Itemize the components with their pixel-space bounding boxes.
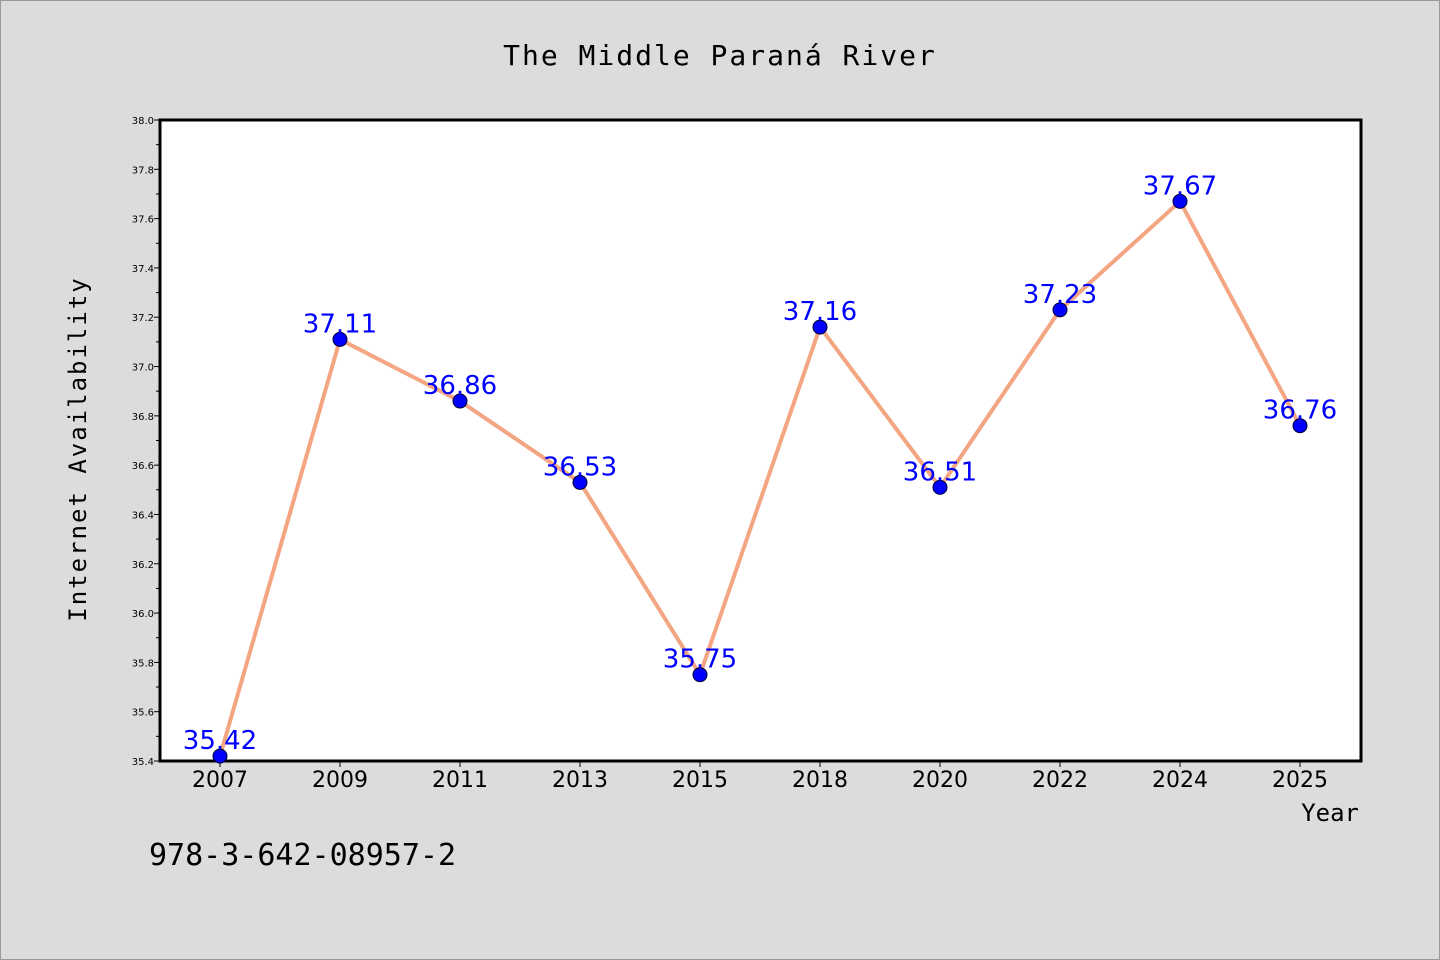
data-label: 35.42	[183, 726, 257, 756]
x-axis-label: Year	[1301, 799, 1359, 827]
data-label: 36.51	[903, 457, 977, 487]
plot-area	[158, 118, 1363, 763]
data-label: 37.11	[303, 309, 377, 339]
data-point	[692, 667, 708, 683]
x-tick-label: 2013	[552, 768, 608, 793]
y-axis-label: Internet Availability	[64, 276, 92, 621]
data-point	[1052, 302, 1068, 318]
data-point	[332, 331, 348, 347]
data-point	[212, 748, 228, 764]
y-tick-label: 37.0	[132, 363, 154, 374]
x-tick-label: 2025	[1272, 768, 1328, 793]
data-label-layer: 35.42 37.11 36.86 36.53 35.75 37.16 36.51 37.23…	[183, 171, 1337, 756]
data-label: 35.75	[663, 645, 737, 675]
data-point	[452, 393, 468, 409]
data-label: 37.67	[1143, 171, 1217, 201]
y-tick-label: 37.8	[132, 165, 154, 176]
series-line	[218, 199, 1302, 759]
x-tick-label: 2009	[312, 768, 368, 793]
data-point	[572, 474, 588, 490]
y-tick-label: 37.6	[132, 215, 154, 226]
x-tick-label: 2024	[1152, 768, 1208, 793]
y-tick-label: 36.0	[132, 609, 154, 620]
y-tick-label: 35.4	[132, 757, 154, 768]
data-point	[932, 479, 948, 495]
data-label: 37.16	[783, 297, 857, 327]
data-point	[1292, 418, 1308, 434]
x-tick-label: 2015	[672, 768, 728, 793]
isbn-text: 978-3-642-08957-2	[149, 838, 456, 873]
y-tick-label: 36.2	[132, 560, 154, 571]
y-tick-label: 35.8	[132, 658, 154, 669]
data-label: 36.86	[423, 371, 497, 401]
data-point	[1172, 193, 1188, 209]
y-tick-label: 36.6	[132, 461, 154, 472]
y-tick-label: 37.4	[132, 264, 154, 275]
data-label: 37.23	[1023, 280, 1097, 310]
series-layer	[212, 193, 1308, 764]
x-tick-label: 2011	[432, 768, 488, 793]
y-tick-label: 35.6	[132, 708, 154, 719]
data-label: 36.53	[543, 452, 617, 482]
x-tick-label: 2022	[1032, 768, 1088, 793]
x-tick-label: 2007	[192, 768, 248, 793]
x-tick-label: 2018	[792, 768, 848, 793]
y-axis: 35.4 35.6 35.8 36.0 36.2 36.4 36.6 36.8 37.0 37.2…	[132, 116, 160, 768]
chart-title: The Middle Paraná River	[503, 39, 937, 72]
data-label: 36.76	[1263, 396, 1337, 426]
x-tick-label: 2020	[912, 768, 968, 793]
x-axis: 2007 2009 2011 2013 2015 2018 2020 2022 2024 2025	[192, 761, 1328, 793]
data-point	[812, 319, 828, 335]
y-tick-label: 38.0	[132, 116, 154, 127]
y-tick-label: 36.8	[132, 412, 154, 423]
y-tick-label: 37.2	[132, 313, 154, 324]
y-tick-label: 36.4	[132, 510, 154, 521]
